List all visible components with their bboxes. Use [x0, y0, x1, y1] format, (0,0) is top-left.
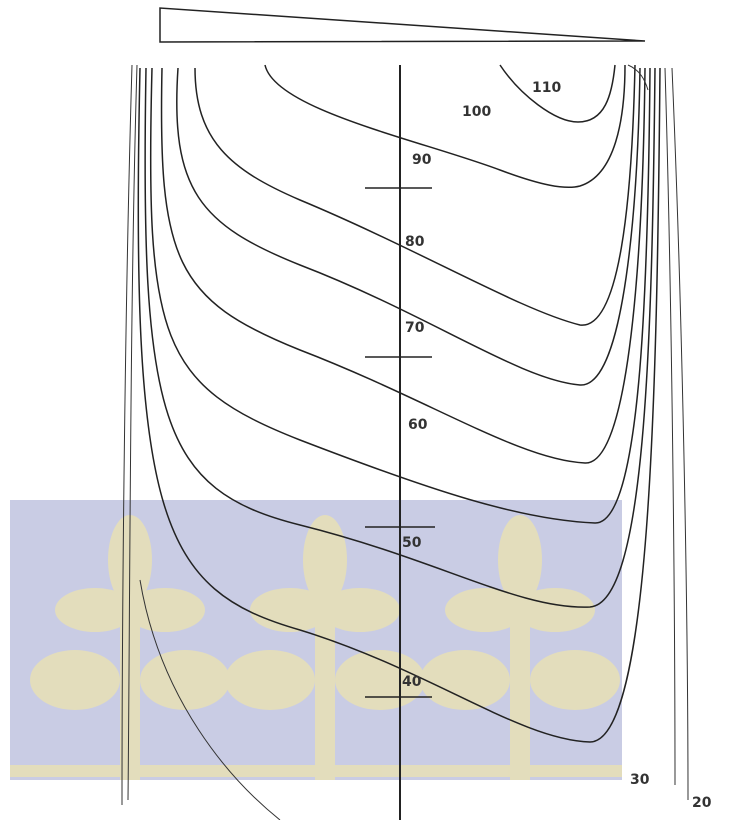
contour-label: 20 [692, 795, 712, 811]
slope-triangle [160, 8, 645, 42]
contour-label: 50 [402, 535, 422, 551]
diagram: 110 100 90 80 70 60 50 40 30 20 [0, 0, 730, 820]
contour-label: 110 [532, 80, 561, 96]
contour-label: 70 [405, 320, 425, 336]
watermark [10, 500, 622, 780]
contour-label: 90 [412, 152, 432, 168]
contour-label: 100 [462, 104, 491, 120]
contour-label: 60 [408, 417, 428, 433]
contour-label: 40 [402, 674, 422, 690]
page: 110 100 90 80 70 60 50 40 30 20 (() => {… [0, 0, 730, 820]
contour-label: 30 [630, 772, 650, 788]
contour-label: 80 [405, 234, 425, 250]
